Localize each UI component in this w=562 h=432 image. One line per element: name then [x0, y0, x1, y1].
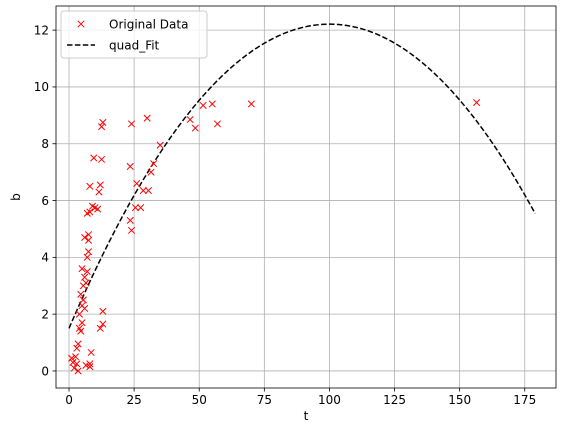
x-tick-label: 100 — [318, 393, 341, 407]
plot-frame — [55, 5, 557, 389]
data-point — [213, 120, 222, 128]
axis-ticks: 0 25 50 75 100 125 150 175 0 2 4 6 8 10 12 — [34, 23, 536, 407]
legend-label-original-data: Original Data — [109, 18, 188, 32]
data-markers-layer — [68, 99, 481, 375]
data-point — [77, 327, 85, 335]
data-point — [133, 179, 141, 188]
data-point — [82, 279, 90, 287]
data-point — [191, 124, 199, 132]
y-axis-label: b — [9, 193, 23, 201]
data-point — [98, 155, 106, 163]
data-point — [127, 120, 136, 128]
data-point — [94, 205, 102, 213]
y-tick-label: 10 — [34, 80, 49, 94]
fit-curve-layer — [68, 23, 536, 329]
data-point — [186, 116, 194, 124]
x-tick-label: 150 — [448, 393, 471, 407]
data-point — [150, 160, 158, 168]
data-point — [74, 340, 82, 348]
x-tick-label: 25 — [126, 393, 141, 407]
data-point — [99, 320, 107, 328]
data-point — [86, 182, 94, 190]
data-point — [86, 363, 94, 371]
data-point — [83, 268, 91, 276]
data-point — [71, 353, 80, 361]
legend: Original Data quad_Fit — [60, 10, 208, 59]
data-point — [86, 208, 94, 216]
data-point — [81, 304, 89, 313]
data-point — [69, 358, 77, 366]
y-tick-label: 0 — [41, 364, 49, 378]
data-point — [126, 216, 134, 224]
legend-box — [60, 10, 208, 59]
x-tick-label: 50 — [192, 393, 207, 407]
data-point — [68, 354, 76, 362]
data-point — [98, 123, 106, 131]
data-point — [74, 367, 82, 375]
y-tick-label: 12 — [34, 23, 49, 37]
grid — [56, 6, 556, 388]
data-point — [208, 100, 216, 108]
data-point — [144, 187, 153, 195]
data-point — [131, 204, 139, 212]
y-tick-label: 2 — [41, 307, 49, 321]
data-point — [473, 99, 481, 107]
legend-label-quad-fit: quad_Fit — [109, 39, 160, 53]
data-point — [147, 168, 155, 176]
data-point — [99, 307, 107, 315]
data-point — [83, 253, 91, 261]
data-point — [143, 114, 151, 122]
data-point — [73, 360, 81, 368]
data-point — [87, 348, 95, 357]
y-tick-label: 6 — [41, 194, 49, 208]
y-tick-label: 4 — [41, 251, 49, 265]
data-point — [77, 290, 85, 298]
data-point — [99, 118, 107, 126]
data-point — [79, 296, 87, 304]
data-point — [126, 162, 134, 171]
data-point — [90, 154, 98, 162]
data-point — [81, 273, 89, 281]
x-tick-label: 0 — [65, 393, 73, 407]
data-point — [84, 236, 93, 244]
x-axis-label: t — [304, 409, 309, 423]
data-point — [247, 100, 255, 108]
data-point — [127, 226, 136, 234]
data-point — [78, 319, 86, 327]
quad-fit-curve — [68, 23, 536, 329]
data-point — [81, 233, 89, 242]
data-point — [75, 310, 83, 318]
data-point — [86, 360, 94, 368]
data-point — [82, 361, 90, 369]
data-point — [78, 265, 86, 273]
legend-marker-x-icon — [77, 20, 85, 28]
data-point — [137, 204, 145, 212]
x-tick-label: 125 — [383, 393, 406, 407]
data-point — [139, 187, 147, 195]
data-point — [84, 231, 93, 239]
data-point — [96, 324, 104, 332]
data-point — [156, 141, 164, 149]
x-tick-label: 75 — [257, 393, 272, 407]
data-point — [96, 181, 104, 189]
y-tick-label: 8 — [41, 137, 49, 151]
data-point — [95, 188, 103, 196]
data-point — [70, 364, 78, 372]
data-point — [199, 101, 207, 109]
x-tick-label: 175 — [513, 393, 536, 407]
data-point — [73, 344, 81, 352]
data-point — [84, 248, 93, 256]
